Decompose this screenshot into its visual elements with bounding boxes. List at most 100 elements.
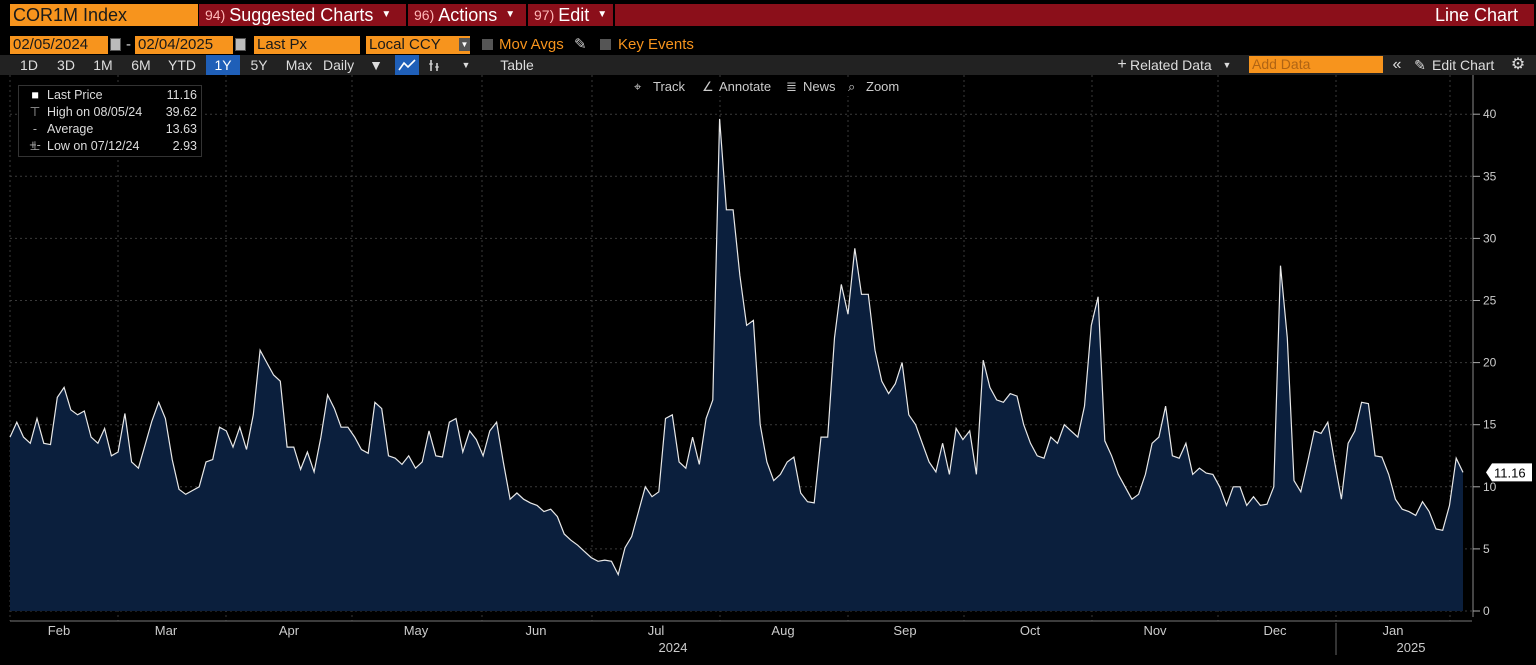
currency-select[interactable]: Local CCY	[366, 36, 470, 54]
add-data-input[interactable]: Add Data	[1249, 56, 1383, 73]
double-chevron-left-icon[interactable]: «	[1392, 56, 1402, 73]
x-axis: Feb Mar Apr May Jun Jul Aug Sep Oct Nov Dec Jan 2024…	[10, 620, 1472, 655]
year-label: 2025	[1397, 640, 1426, 655]
legend-row-average: -+- Average 13.63	[19, 121, 201, 152]
bar-chart-icon[interactable]	[423, 55, 445, 75]
field-select[interactable]: Last Px	[254, 36, 360, 54]
price-area-fill	[10, 118, 1463, 612]
edit-chart-button[interactable]: Edit Chart	[1432, 57, 1495, 73]
y-tick-label: 30	[1483, 231, 1497, 245]
legend-name: Low on 07/12/24	[47, 139, 140, 153]
plus-icon[interactable]: +	[1117, 56, 1127, 73]
last-price-label: 11.16	[1494, 465, 1526, 480]
range-6m-button[interactable]: 6M	[131, 57, 151, 73]
chevron-down-icon: ▼	[505, 9, 516, 20]
ticker-field[interactable]: COR1M Index	[10, 4, 198, 26]
news-button[interactable]: News	[803, 79, 836, 94]
menu-number: 96)	[414, 7, 435, 23]
y-axis: 0 5 10 15 20 25 30 35 40 11.16	[1472, 75, 1532, 618]
x-tick-label: Dec	[1263, 623, 1287, 638]
edit-menu[interactable]: 97) Edit ▼	[534, 4, 607, 26]
actions-menu[interactable]: 96) Actions ▼	[414, 4, 515, 26]
x-tick-label: May	[404, 623, 429, 638]
year-label: 2024	[659, 640, 688, 655]
y-tick-label: 20	[1483, 356, 1497, 370]
date-separator: -	[126, 36, 131, 53]
dropdown-arrow-icon[interactable]: ▼	[459, 38, 470, 51]
track-button[interactable]: Track	[653, 79, 686, 94]
range-ytd-button[interactable]: YTD	[168, 57, 196, 73]
menu-number: 97)	[534, 7, 555, 23]
start-date-input[interactable]: 02/05/2024	[10, 36, 108, 54]
high-marker-icon: ⊤	[29, 105, 41, 119]
price-area	[9, 118, 1464, 612]
y-tick-label: 0	[1483, 604, 1490, 618]
y-tick-label: 40	[1483, 107, 1497, 121]
chevron-down-icon[interactable]: ▼	[461, 60, 471, 70]
news-icon: ≣	[786, 79, 797, 94]
legend-name: High on 08/05/24	[47, 105, 143, 119]
magnifier-icon: ⌕	[848, 79, 856, 94]
mov-avgs-checkbox[interactable]	[482, 39, 493, 50]
table-button[interactable]: Table	[500, 57, 534, 73]
y-tick-label: 10	[1483, 480, 1497, 494]
range-1d-button[interactable]: 1D	[20, 57, 38, 73]
range-5y-button[interactable]: 5Y	[250, 57, 268, 73]
legend-value: 2.93	[172, 139, 197, 153]
x-tick-label: Feb	[48, 623, 70, 638]
frequency-label: Daily	[323, 57, 355, 73]
annotate-icon: ∠	[702, 79, 714, 94]
chevron-down-icon: ▼	[597, 9, 608, 20]
y-tick-label: 25	[1483, 294, 1497, 308]
x-tick-label: Sep	[893, 623, 916, 638]
y-tick-label: 15	[1483, 418, 1497, 432]
related-data-button[interactable]: Related Data	[1130, 57, 1212, 73]
x-tick-label: Apr	[279, 623, 300, 638]
gear-icon[interactable]: ⚙	[1510, 56, 1526, 73]
frequency-select[interactable]: Daily	[323, 55, 369, 75]
chevron-down-icon[interactable]: ▼	[369, 57, 383, 73]
x-tick-label: Jul	[648, 623, 665, 638]
pencil-icon[interactable]: ✎	[1414, 57, 1426, 73]
mov-avgs-label: Mov Avgs	[499, 36, 564, 53]
range-1m-button[interactable]: 1M	[93, 57, 113, 73]
legend-row-high: ⊤ High on 08/05/24 39.62	[19, 104, 201, 120]
range-3d-button[interactable]: 3D	[57, 57, 75, 73]
end-date-input[interactable]: 02/04/2025	[135, 36, 233, 54]
legend-value: 39.62	[165, 105, 197, 119]
price-line	[9, 118, 1464, 577]
suggested-charts-menu[interactable]: 94) Suggested Charts ▼	[205, 4, 391, 26]
legend-row-last-price: ■ Last Price 11.16	[19, 87, 201, 103]
menu-label: Edit	[558, 5, 590, 25]
x-tick-label: Jan	[1383, 623, 1404, 638]
annotate-button[interactable]: Annotate	[719, 79, 772, 94]
crosshair-icon: ⌖	[634, 79, 642, 94]
calendar-icon[interactable]	[110, 38, 121, 51]
legend-row-low: ⊥ Low on 07/12/24 2.93	[19, 138, 201, 154]
zoom-button[interactable]: Zoom	[866, 79, 900, 94]
menu-label: Suggested Charts	[229, 5, 374, 25]
x-tick-label: Aug	[771, 623, 794, 638]
calendar-icon[interactable]	[235, 38, 246, 51]
last-price-tag	[1486, 463, 1532, 482]
legend-value: 11.16	[166, 88, 197, 102]
chevron-down-icon[interactable]: ▼	[1222, 60, 1232, 70]
legend-name: Average	[47, 122, 94, 136]
range-1y-button[interactable]: 1Y	[206, 55, 240, 75]
menu-separator	[526, 4, 528, 26]
key-events-checkbox[interactable]	[600, 39, 611, 50]
pencil-icon[interactable]: ✎	[574, 36, 587, 53]
menu-number: 94)	[205, 7, 226, 23]
line-chart-icon[interactable]	[395, 55, 419, 75]
menu-label: Actions	[438, 5, 498, 25]
legend-name: Last Price	[47, 88, 103, 102]
white-square-icon: ■	[31, 88, 39, 102]
chevron-down-icon: ▼	[381, 9, 392, 20]
x-tick-label: Mar	[155, 623, 178, 638]
key-events-label: Key Events	[618, 36, 694, 53]
range-max-button[interactable]: Max	[285, 57, 313, 73]
chart-toolbar	[0, 55, 1536, 75]
chart-tools-bar	[626, 78, 908, 96]
x-tick-label: Jun	[526, 623, 547, 638]
